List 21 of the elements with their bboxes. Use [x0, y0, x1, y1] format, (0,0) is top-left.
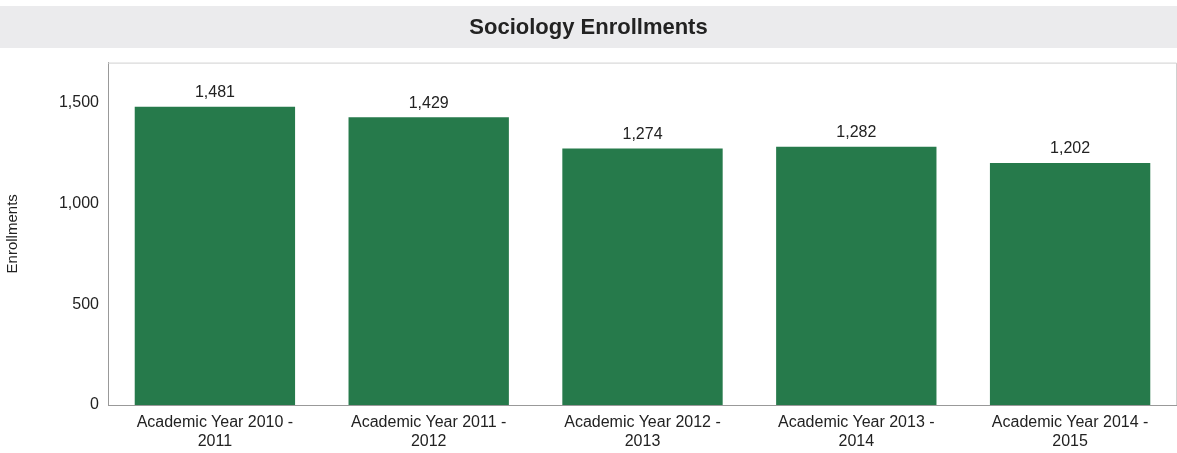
y-tick-label: 1,500 [58, 93, 100, 111]
y-axis-title: Enrollments [3, 194, 21, 274]
bar [776, 146, 937, 405]
data-label: 1,202 [1050, 139, 1091, 157]
data-label: 1,282 [836, 123, 877, 141]
x-tick-label: Academic Year 2010 - 2011 [136, 413, 294, 450]
x-tick-label: Academic Year 2013 - 2014 [778, 413, 935, 450]
data-label: 1,481 [194, 83, 236, 101]
y-tick-label: 500 [72, 294, 100, 312]
data-label: 1,274 [622, 124, 663, 142]
x-tick-label: Academic Year 2012 - 2013 [564, 413, 721, 450]
data-label: 1,429 [408, 93, 449, 111]
y-tick-label: 0 [90, 395, 100, 413]
bar [134, 106, 296, 405]
chart-title: Sociology Enrollments [0, 6, 1177, 48]
y-tick-label: 1,000 [58, 193, 100, 211]
bar [562, 148, 723, 405]
x-tick-label: Academic Year 2014 - 2015 [991, 413, 1149, 450]
bar [348, 117, 509, 405]
bar [989, 162, 1151, 405]
x-tick-label: Academic Year 2011 - 2012 [351, 413, 507, 450]
